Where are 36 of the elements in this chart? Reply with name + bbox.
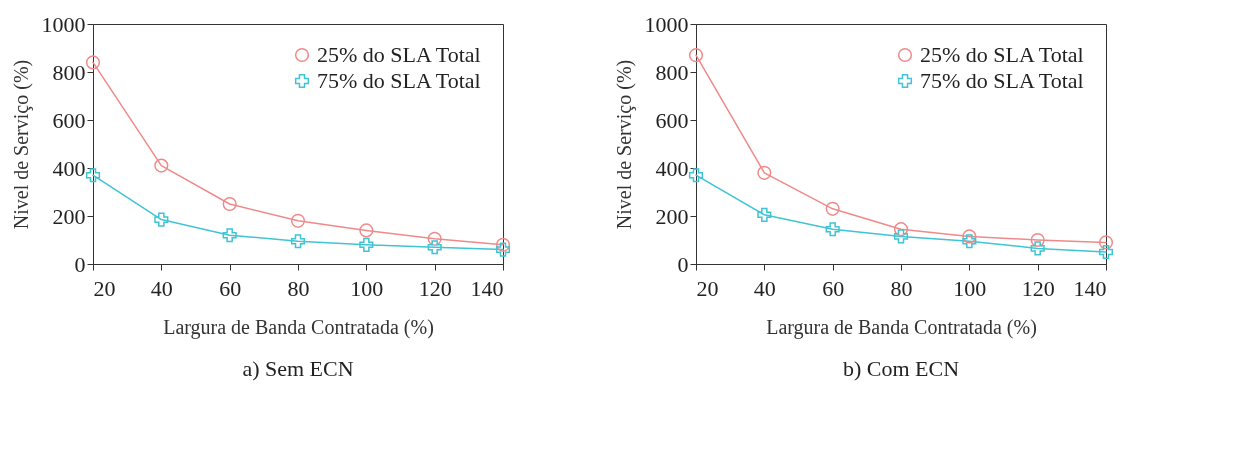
text: b) Com ECN [842,356,960,381]
legend-label: 25% do SLA Total [317,42,481,67]
x-tick-label: 140 [1073,275,1107,301]
y-axis-title: Nivel de Serviço (%) [9,59,33,230]
y-tick-label: 200 [52,203,86,229]
x-tick-label: 40 [753,275,776,301]
x-tick-label: 120 [418,275,452,301]
x-tick-label: 20 [696,275,719,301]
x-tick-label: 80 [287,275,310,301]
y-tick-label: 1000 [644,11,689,37]
legend-label: 75% do SLA Total [317,68,481,93]
y-tick-label: 600 [52,107,86,133]
x-tick-label: 40 [150,275,173,301]
y-tick-label: 400 [655,155,689,181]
x-tick-label: 140 [470,275,504,301]
x-axis-title: Largura de Banda Contratada (%) [163,315,434,339]
x-tick-label: 100 [350,275,384,301]
y-tick-label: 800 [52,59,86,85]
y-tick-label: 600 [655,107,689,133]
text: a) Sem ECN [242,356,354,381]
x-tick-label: 120 [1021,275,1055,301]
y-tick-label: 1000 [41,11,86,37]
y-tick-label: 200 [655,203,689,229]
y-tick-label: 400 [52,155,86,181]
x-axis-title: Largura de Banda Contratada (%) [766,315,1037,339]
legend-label: 75% do SLA Total [920,68,1084,93]
legend-label: 25% do SLA Total [920,42,1084,67]
x-tick-label: 100 [953,275,987,301]
y-tick-label: 0 [677,251,689,277]
x-tick-label: 80 [890,275,913,301]
x-tick-label: 20 [93,275,116,301]
x-tick-label: 60 [219,275,242,301]
y-tick-label: 800 [655,59,689,85]
x-tick-label: 60 [822,275,845,301]
y-tick-label: 0 [74,251,86,277]
y-axis-title: Nivel de Serviço (%) [612,59,636,230]
